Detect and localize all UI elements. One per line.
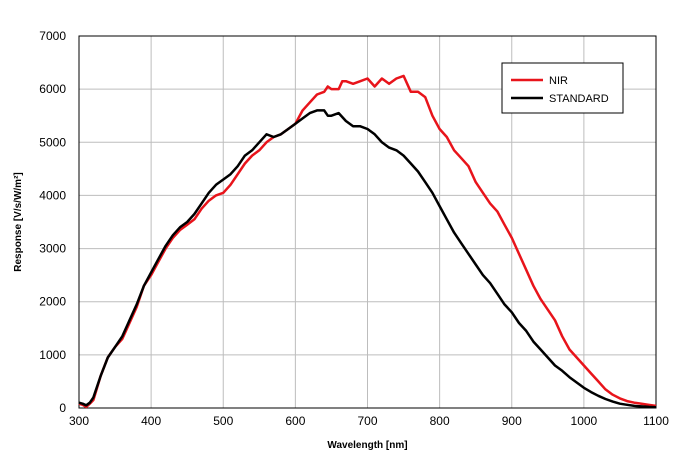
x-tick-label: 700 — [357, 414, 377, 428]
y-tick-label: 0 — [59, 401, 66, 415]
x-tick-label: 400 — [141, 414, 161, 428]
x-tick-label: 500 — [213, 414, 233, 428]
x-tick-label: 600 — [285, 414, 305, 428]
y-tick-label: 1000 — [39, 348, 66, 362]
x-tick-labels: 300 400 500 600 700 800 900 1000 1100 — [69, 414, 669, 428]
x-tick-label: 300 — [69, 414, 89, 428]
y-tick-label: 6000 — [39, 82, 66, 96]
y-tick-label: 7000 — [39, 29, 66, 43]
x-tick-label: 900 — [502, 414, 522, 428]
legend-box — [501, 62, 624, 114]
legend: NIR STANDARD — [501, 62, 624, 114]
x-axis-title: Wavelength [nm] — [327, 440, 407, 451]
legend-label: NIR — [549, 75, 568, 87]
legend-label: STANDARD — [549, 93, 609, 105]
x-tick-label: 800 — [430, 414, 450, 428]
x-tick-label: 1000 — [571, 414, 598, 428]
series-line-nir — [78, 74, 657, 409]
y-tick-label: 3000 — [39, 242, 66, 256]
y-tick-label: 5000 — [39, 135, 66, 149]
y-tick-label: 4000 — [39, 188, 66, 202]
y-tick-label: 2000 — [39, 295, 66, 309]
plot-frame — [78, 35, 657, 409]
y-axis-title: Response [V/s/W/m²] — [13, 172, 24, 271]
series-layer — [78, 74, 657, 409]
y-tick-labels: 0 1000 2000 3000 4000 5000 6000 7000 — [39, 29, 66, 415]
series-line-standard — [78, 109, 657, 409]
x-tick-label: 1100 — [643, 414, 669, 428]
